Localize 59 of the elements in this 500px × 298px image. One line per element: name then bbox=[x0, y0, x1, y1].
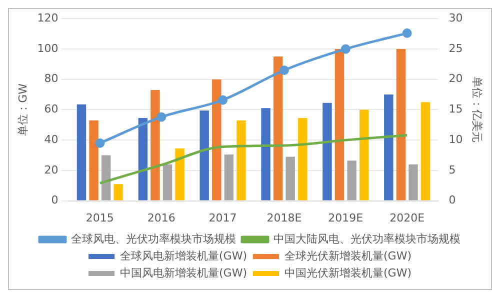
y2-tick-label: 15 bbox=[448, 102, 463, 116]
y2-tick-label: 30 bbox=[448, 11, 463, 24]
y-tick-label: 100 bbox=[37, 42, 58, 55]
y-axis-title: 单位：GW bbox=[16, 83, 30, 136]
legend-label: 全球光伏新增装机量(GW) bbox=[284, 249, 412, 262]
bar bbox=[200, 110, 209, 200]
bar bbox=[322, 102, 332, 200]
y2-tick-label: 25 bbox=[448, 42, 463, 55]
bar bbox=[212, 79, 222, 200]
bar bbox=[138, 118, 148, 200]
bar bbox=[236, 120, 246, 200]
y2-tick-label: 5 bbox=[448, 163, 456, 176]
bar bbox=[396, 48, 406, 200]
y-tick-label: 20 bbox=[44, 163, 58, 176]
bar bbox=[101, 155, 111, 200]
y-tick-label: 120 bbox=[37, 11, 58, 24]
bar bbox=[175, 148, 184, 200]
x-tick-label: 2016 bbox=[147, 211, 176, 224]
y2-axis-title: 单位：亿美元 bbox=[470, 76, 484, 143]
bar bbox=[261, 108, 270, 200]
bar bbox=[420, 102, 430, 200]
bar bbox=[76, 104, 86, 200]
point bbox=[340, 44, 350, 54]
point bbox=[218, 95, 228, 105]
y-tick-label: 60 bbox=[44, 102, 58, 116]
y-tick-label: 80 bbox=[44, 72, 58, 86]
x-tick-label: 2018E bbox=[266, 211, 302, 224]
legend-label: 中国风电新增装机量(GW) bbox=[120, 266, 247, 280]
legend-label: 全球风电、光伏功率模块市场规模 bbox=[71, 232, 236, 246]
bar bbox=[384, 94, 394, 200]
bar bbox=[224, 154, 234, 200]
point bbox=[279, 65, 289, 75]
bar bbox=[162, 164, 172, 200]
bar bbox=[347, 160, 356, 200]
bar bbox=[286, 156, 295, 200]
bar bbox=[150, 90, 160, 200]
y2-tick-label: 20 bbox=[448, 72, 463, 86]
y2-tick-label: 10 bbox=[448, 132, 463, 146]
legend-label: 全球风电新增装机量(GW) bbox=[120, 249, 247, 262]
bar bbox=[359, 110, 369, 200]
legend-label: 中国光伏新增装机量(GW) bbox=[284, 266, 412, 280]
bar bbox=[89, 120, 98, 200]
point bbox=[95, 138, 105, 148]
point bbox=[402, 28, 412, 38]
bar bbox=[408, 164, 418, 200]
line-series bbox=[98, 134, 408, 184]
bar bbox=[298, 118, 308, 200]
legend-label: 中国大陆风电、光伏功率模块市场规模 bbox=[274, 232, 460, 246]
x-tick-label: 2020E bbox=[390, 211, 425, 224]
bar bbox=[273, 56, 283, 200]
y2-tick-label: 0 bbox=[448, 194, 456, 207]
bar bbox=[334, 48, 344, 200]
y-tick-label: 40 bbox=[44, 132, 58, 146]
x-tick-label: 2017 bbox=[208, 211, 237, 224]
x-tick-label: 2019E bbox=[328, 211, 364, 224]
bar bbox=[114, 184, 123, 200]
x-tick-label: 2015 bbox=[86, 211, 114, 224]
point bbox=[156, 112, 166, 122]
y-tick-label: 0 bbox=[51, 194, 58, 207]
